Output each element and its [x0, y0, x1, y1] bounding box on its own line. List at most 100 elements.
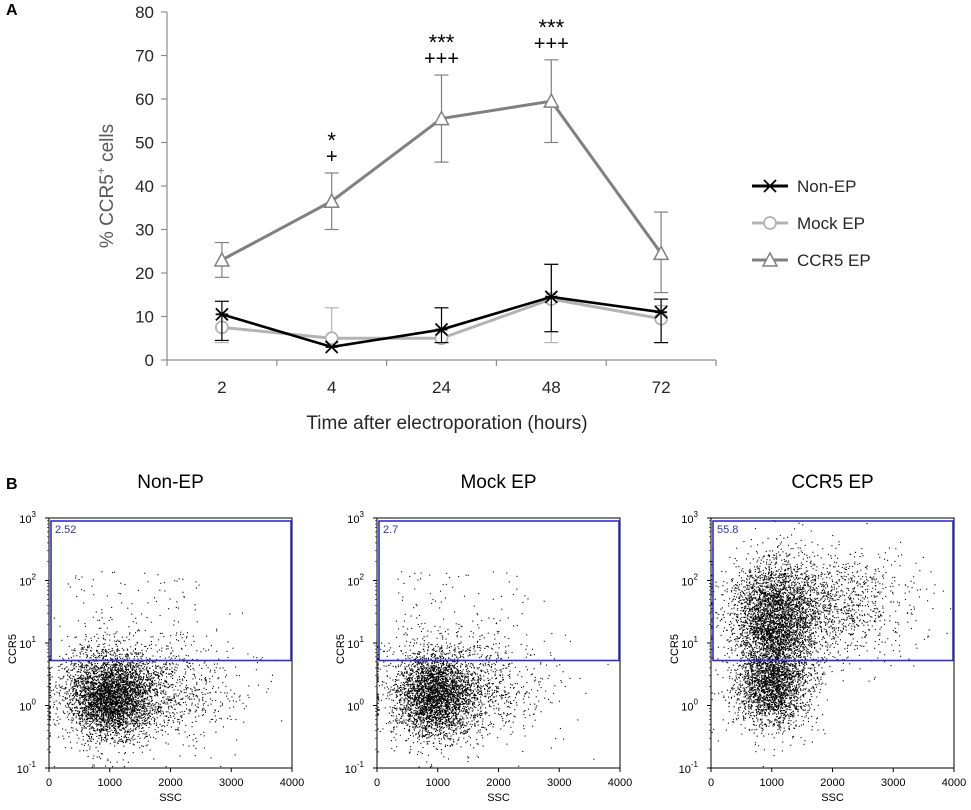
event-dot — [112, 692, 114, 694]
event-dot — [154, 712, 156, 714]
event-dot — [126, 714, 128, 716]
event-dot — [146, 666, 148, 668]
event-dot — [104, 639, 106, 641]
event-dot — [148, 661, 151, 663]
event-dot — [100, 695, 102, 697]
event-dot — [92, 680, 94, 682]
event-dot — [124, 713, 126, 715]
event-dot — [110, 694, 112, 696]
event-dot — [124, 684, 126, 686]
event-dot — [122, 691, 124, 693]
event-dot — [170, 705, 172, 707]
event-dot — [123, 698, 125, 700]
event-dot — [126, 696, 128, 698]
event-dot — [115, 708, 117, 710]
event-dot — [107, 709, 109, 711]
event-dot — [103, 693, 105, 695]
event-dot — [93, 695, 95, 697]
event-dot — [142, 716, 144, 719]
event-dot — [115, 673, 117, 675]
event-dot — [93, 653, 95, 655]
event-dot — [72, 688, 74, 690]
event-dot — [121, 714, 123, 716]
event-dot — [155, 682, 157, 685]
event-dot — [116, 649, 118, 651]
event-dot — [122, 714, 125, 716]
event-dot — [137, 693, 139, 695]
event-dot — [161, 706, 163, 708]
event-dot — [99, 699, 101, 701]
event-dot — [159, 707, 162, 709]
event-dot — [179, 681, 181, 683]
event-dot — [87, 678, 89, 680]
event-dot — [188, 696, 190, 698]
event-dot — [78, 702, 80, 704]
event-dot — [137, 666, 139, 668]
event-dot — [203, 735, 205, 737]
event-dot — [87, 694, 89, 696]
event-dot — [92, 702, 94, 704]
event-dot — [122, 663, 124, 666]
event-dot — [68, 668, 70, 670]
event-dot — [76, 707, 78, 709]
event-dot — [123, 687, 125, 689]
event-dot — [127, 761, 129, 763]
event-dot — [98, 711, 101, 713]
event-dot — [88, 680, 90, 683]
event-dot — [194, 716, 197, 718]
event-dot — [100, 722, 102, 724]
event-dot — [98, 698, 100, 700]
event-dot — [119, 689, 121, 691]
event-dot — [127, 684, 129, 686]
event-dot — [129, 663, 131, 665]
event-dot — [218, 677, 220, 679]
event-dot — [134, 738, 136, 740]
event-dot — [109, 703, 111, 705]
event-dot — [131, 653, 133, 655]
event-dot — [94, 715, 96, 717]
event-dot — [63, 659, 65, 661]
event-dot — [89, 681, 91, 683]
event-dot — [92, 692, 94, 694]
event-dot — [102, 706, 104, 709]
event-dot — [80, 674, 83, 676]
event-dot — [181, 715, 183, 717]
event-dot — [156, 692, 158, 694]
event-dot — [157, 731, 159, 733]
event-dot — [126, 731, 128, 733]
event-dot — [114, 708, 116, 710]
event-dot — [154, 729, 156, 731]
event-dot — [84, 671, 86, 673]
event-dot — [100, 667, 102, 669]
event-dot — [93, 683, 95, 685]
event-dot — [96, 676, 98, 678]
event-dot — [121, 694, 123, 696]
event-dot — [111, 700, 113, 702]
event-dot — [81, 727, 83, 729]
event-dot — [79, 711, 81, 713]
event-dot — [82, 699, 84, 701]
event-dot — [90, 687, 92, 689]
event-dot — [87, 693, 89, 695]
event-dot — [109, 680, 111, 682]
event-dot — [110, 710, 112, 712]
event-dot — [96, 650, 98, 652]
event-dot — [144, 685, 146, 687]
event-dot — [112, 716, 114, 718]
event-dot — [109, 698, 112, 701]
event-dot — [146, 735, 148, 737]
event-dot — [148, 701, 150, 704]
event-dot — [140, 694, 142, 696]
event-dot — [202, 696, 204, 698]
event-dot — [236, 739, 238, 741]
event-dot — [110, 670, 112, 672]
event-dot — [104, 724, 106, 726]
event-dot — [83, 699, 85, 701]
event-dot — [122, 720, 125, 722]
event-dot — [53, 765, 55, 768]
event-dot — [107, 677, 109, 679]
event-dot — [158, 710, 160, 713]
event-dot — [116, 671, 119, 673]
event-dot — [119, 663, 121, 665]
